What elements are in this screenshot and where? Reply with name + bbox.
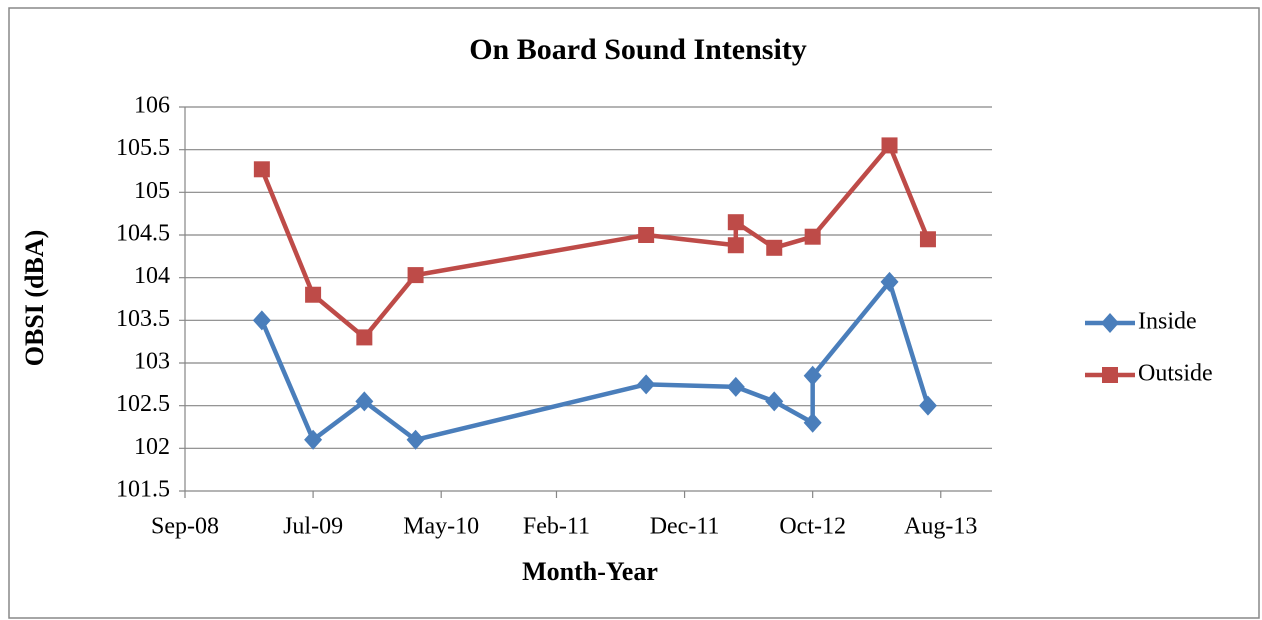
- data-point: [305, 286, 322, 303]
- y-tick-label: 102.5: [116, 391, 170, 417]
- y-tick-label: 103: [134, 349, 170, 375]
- data-point: [765, 391, 784, 412]
- y-tick-label: 101.5: [116, 477, 170, 503]
- data-point: [727, 237, 744, 254]
- legend-label: Outside: [1138, 361, 1213, 387]
- data-point: [406, 429, 425, 450]
- y-tick-label: 103.5: [116, 306, 170, 332]
- data-point: [637, 374, 656, 395]
- data-point: [253, 161, 270, 178]
- data-point: [919, 231, 936, 248]
- data-point: [726, 376, 745, 397]
- data-point: [355, 391, 374, 412]
- data-point: [803, 412, 822, 433]
- data-point: [803, 365, 822, 386]
- legend-marker: [1102, 367, 1118, 383]
- data-point: [918, 395, 937, 416]
- data-point: [304, 429, 323, 450]
- x-axis-label: Month-Year: [522, 557, 658, 586]
- chart-title: On Board Sound Intensity: [469, 33, 807, 66]
- y-tick-label: 106: [134, 93, 170, 119]
- data-point: [407, 267, 424, 284]
- y-tick-label: 104.5: [116, 221, 170, 247]
- y-axis-label: OBSI (dBA): [20, 230, 49, 367]
- legend-marker: [1101, 313, 1119, 333]
- legend-label: Inside: [1138, 309, 1197, 335]
- y-tick-label: 105: [134, 178, 170, 204]
- data-point: [881, 137, 898, 154]
- data-point: [638, 227, 655, 243]
- x-tick-label: Feb-11: [523, 514, 590, 540]
- data-point: [252, 310, 271, 331]
- data-point: [880, 271, 899, 292]
- y-tick-label: 102: [134, 434, 170, 460]
- data-point: [804, 228, 821, 245]
- x-tick-label: Dec-11: [650, 514, 720, 540]
- y-tick-label: 104: [134, 263, 170, 289]
- data-point: [766, 239, 783, 256]
- y-tick-label: 105.5: [116, 135, 170, 161]
- x-tick-label: Aug-13: [904, 514, 977, 540]
- x-tick-label: Jul-09: [283, 514, 343, 540]
- data-point: [356, 329, 373, 346]
- x-tick-label: May-10: [403, 514, 479, 540]
- x-tick-label: Oct-12: [779, 514, 846, 540]
- chart-frame: [8, 7, 1260, 619]
- x-tick-label: Sep-08: [151, 514, 219, 540]
- data-point: [727, 214, 744, 231]
